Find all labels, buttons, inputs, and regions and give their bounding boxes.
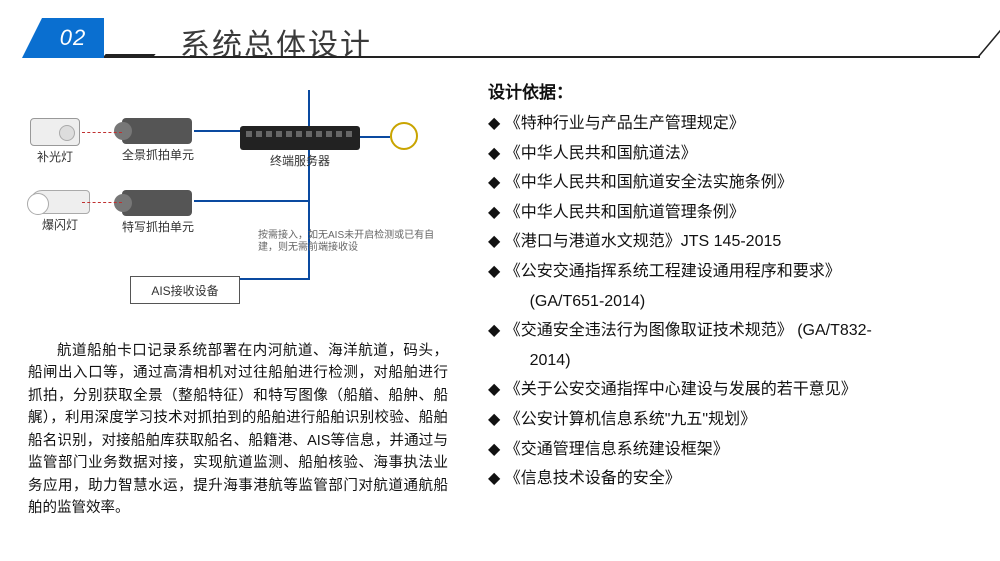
references-list: ◆ 《特种行业与产品生产管理规定》◆ 《中华人民共和国航道法》◆ 《中华人民共和… <box>488 109 978 494</box>
reference-item: ◆ 《交通管理信息系统建设框架》 <box>488 435 978 465</box>
device-server: 终端服务器 <box>240 126 360 169</box>
references-column: 设计依据： ◆ 《特种行业与产品生产管理规定》◆ 《中华人民共和国航道法》◆ 《… <box>488 78 978 494</box>
flash-icon <box>30 190 90 214</box>
link-1 <box>194 130 240 132</box>
link-ais <box>240 278 308 280</box>
closeup-label: 特写抓拍单元 <box>122 218 194 235</box>
device-ais: AIS接收设备 <box>130 276 240 304</box>
ais-note: 按需接入，如无AIS未开启检测或已有自建，则无需前端接收设 <box>258 230 448 254</box>
reference-item: ◆ 《特种行业与产品生产管理规定》 <box>488 109 978 139</box>
reference-item: ◆ 《港口与港道水文规范》JTS 145-2015 <box>488 227 978 257</box>
device-fill-light: 补光灯 <box>30 118 80 165</box>
reference-item: ◆ 《关于公安交通指挥中心建设与发展的若干意见》 <box>488 375 978 405</box>
references-title: 设计依据： <box>488 78 978 103</box>
header-slant-left <box>104 18 186 56</box>
reference-item: ◆ 《中华人民共和国航道管理条例》 <box>488 198 978 228</box>
pano-label: 全景抓拍单元 <box>122 146 194 163</box>
reference-item: ◆ 《中华人民共和国航道法》 <box>488 139 978 169</box>
link-3 <box>360 136 390 138</box>
server-label: 终端服务器 <box>240 152 360 169</box>
header-slant-right <box>920 18 1000 56</box>
reference-item: ◆ 《公安计算机信息系统"九五"规划》 <box>488 405 978 435</box>
device-antenna <box>390 122 418 150</box>
server-icon <box>240 126 360 150</box>
closeup-camera-icon <box>122 190 192 216</box>
link-dash-1 <box>82 132 122 133</box>
pano-camera-icon <box>122 118 192 144</box>
fill-light-icon <box>30 118 80 146</box>
description-paragraph: 航道船舶卡口记录系统部署在内河航道、海洋航道，码头，船闸出入口等，通过高清相机对… <box>28 340 448 520</box>
ais-label: AIS接收设备 <box>130 276 240 304</box>
link-dash-2 <box>82 202 122 203</box>
device-pano-camera: 全景抓拍单元 <box>122 118 194 163</box>
header-rule <box>104 56 980 58</box>
device-flash: 爆闪灯 <box>30 190 90 233</box>
reference-item: ◆ 《公安交通指挥系统工程建设通用程序和要求》(GA/T651-2014) <box>488 257 978 316</box>
reference-item: ◆ 《信息技术设备的安全》 <box>488 464 978 494</box>
flash-label: 爆闪灯 <box>30 216 90 233</box>
slide-header: 02 系统总体设计 <box>0 18 1000 60</box>
system-diagram: 补光灯 爆闪灯 全景抓拍单元 特写抓拍单元 终端服务器 AIS接收设备 按需接入… <box>30 100 450 320</box>
fill-light-label: 补光灯 <box>30 148 80 165</box>
reference-item: ◆ 《中华人民共和国航道安全法实施条例》 <box>488 168 978 198</box>
link-2 <box>194 200 308 202</box>
coil-icon <box>390 122 418 150</box>
section-number: 02 <box>42 18 104 58</box>
reference-item: ◆ 《交通安全违法行为图像取证技术规范》 (GA/T832-2014) <box>488 316 978 375</box>
device-closeup-camera: 特写抓拍单元 <box>122 190 194 235</box>
